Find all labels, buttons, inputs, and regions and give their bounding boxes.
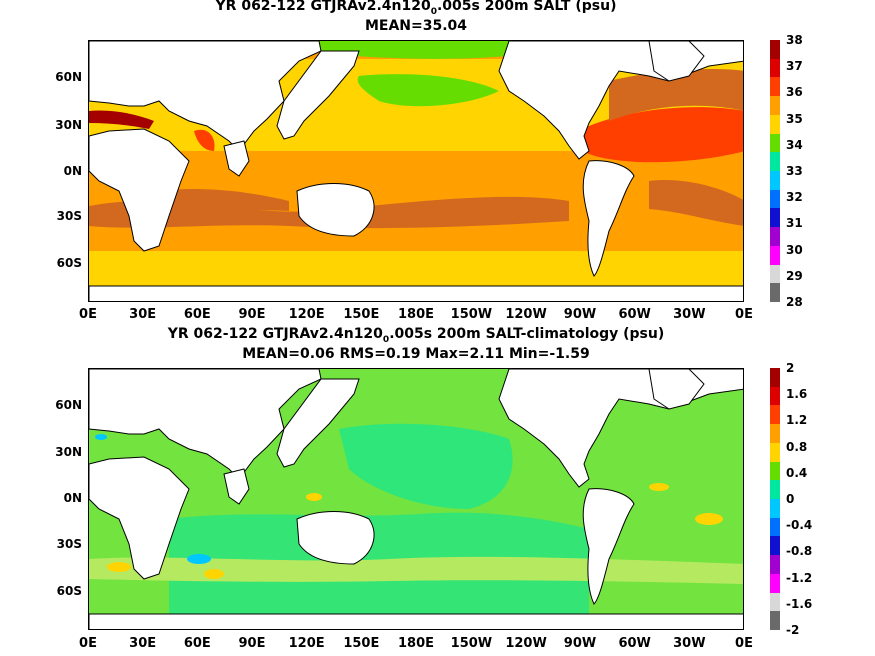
colorbar-segment	[770, 40, 780, 60]
colorbar-segment	[770, 386, 780, 406]
panel2-xtick: 0E	[79, 636, 97, 651]
panel2-xtick: 60E	[183, 636, 211, 651]
colorbar-segment	[770, 405, 780, 425]
colorbar-label: 37	[786, 59, 803, 74]
panel2-ytick-30n: 30N	[55, 445, 82, 459]
colorbar-label: -1.2	[786, 570, 813, 585]
panel2-colorbar	[770, 368, 780, 631]
colorbar-label: 32	[786, 190, 803, 205]
colorbar-segment	[770, 58, 780, 78]
colorbar-segment	[770, 611, 780, 631]
panel2-ytick-30s: 30S	[56, 537, 82, 551]
colorbar-segment	[770, 227, 780, 247]
colorbar-label: 0.4	[786, 465, 808, 480]
colorbar-segment	[770, 77, 780, 97]
colorbar-segment	[770, 368, 780, 388]
panel2-xtick: 120E	[288, 636, 325, 651]
panel2-xtick: 150W	[450, 636, 493, 651]
panel1-xtick: 120E	[288, 307, 325, 322]
panel2-title: YR 062-122 GTJRAv2.4n1200.005s 200m SALT…	[167, 326, 665, 345]
colorbar-label: 34	[786, 137, 803, 152]
panel1-xtick: 30E	[129, 307, 157, 322]
panel1-xtick: 60E	[183, 307, 211, 322]
panel1-xtick: 180E	[397, 307, 435, 322]
panel2-xtick: 30W	[673, 636, 706, 651]
panel1-colorbar	[770, 40, 780, 303]
colorbar-segment	[770, 96, 780, 116]
panel2-ytick-0n: 0N	[63, 491, 82, 505]
colorbar-segment	[770, 499, 780, 519]
panel1-ytick-30n: 30N	[55, 118, 82, 132]
panel1-salinity-map	[88, 40, 744, 302]
panel2-xtick: 90W	[563, 636, 597, 651]
panel1-ytick-0n: 0N	[63, 164, 82, 178]
panel2-xtick: 0E	[735, 636, 753, 651]
colorbar-label: 30	[786, 242, 803, 257]
panel1-xtick: 90E	[238, 307, 266, 322]
panel1-xtick: 30W	[673, 307, 706, 322]
colorbar-segment	[770, 264, 780, 284]
colorbar-label: 36	[786, 85, 803, 100]
panel2-ytick-60s: 60S	[56, 584, 82, 598]
colorbar-label: 1.6	[786, 387, 808, 402]
colorbar-segment	[770, 245, 780, 266]
colorbar-segment	[770, 573, 780, 594]
panel1-xtick: 0E	[79, 307, 97, 322]
colorbar-segment	[770, 480, 780, 500]
colorbar-segment	[770, 114, 780, 135]
panel1-xtick: 60W	[618, 307, 651, 322]
colorbar-segment	[770, 283, 780, 303]
panel2-ytick-60n: 60N	[55, 398, 82, 412]
colorbar-segment	[770, 442, 780, 463]
panel1-xtick: 150E	[343, 307, 380, 322]
panel1-ytick-60n: 60N	[55, 70, 82, 84]
panel1-xtick: 120W	[505, 307, 547, 322]
colorbar-segment	[770, 171, 780, 191]
colorbar-label: -2	[786, 623, 800, 637]
panel2-xtick: 30E	[129, 636, 157, 651]
colorbar-segment	[770, 133, 780, 153]
panel1-xtick: 150W	[450, 307, 493, 322]
panel2-salinity-anomaly-map	[88, 368, 744, 630]
panel1-title: YR 062-122 GTJRAv2.4n1200.005s 200m SALT…	[215, 0, 617, 17]
colorbar-segment	[770, 517, 780, 537]
colorbar-segment	[770, 536, 780, 556]
colorbar-label: 29	[786, 268, 803, 283]
colorbar-label: 2	[786, 361, 795, 375]
panel1-ytick-30s: 30S	[56, 209, 82, 223]
panel2-xtick: 180E	[397, 636, 435, 651]
panel1-stats: MEAN=35.04	[364, 18, 468, 34]
colorbar-label: 0	[786, 492, 795, 506]
panel2-xtick: 90E	[238, 636, 266, 651]
panel1-xtick: 90W	[563, 307, 597, 322]
colorbar-label: -1.6	[786, 596, 813, 611]
colorbar-label: 0.8	[786, 439, 808, 454]
colorbar-segment	[770, 555, 780, 575]
colorbar-segment	[770, 152, 780, 172]
colorbar-segment	[770, 208, 780, 228]
colorbar-segment	[770, 189, 780, 209]
panel2-xtick: 60W	[618, 636, 651, 651]
colorbar-label: -0.4	[786, 518, 813, 533]
colorbar-label: 28	[786, 295, 803, 309]
colorbar-label: 31	[786, 216, 803, 231]
panel2-xtick: 150E	[343, 636, 380, 651]
colorbar-segment	[770, 592, 780, 612]
panel2-stats: MEAN=0.06 RMS=0.19 Max=2.11 Min=-1.59	[242, 346, 590, 362]
colorbar-label: 38	[786, 33, 803, 47]
colorbar-segment	[770, 461, 780, 481]
colorbar-label: 33	[786, 164, 803, 178]
colorbar-label: -0.8	[786, 544, 813, 559]
panel2-xtick: 120W	[505, 636, 547, 651]
colorbar-label: 1.2	[786, 413, 808, 428]
panel1-ytick-60s: 60S	[56, 256, 82, 270]
colorbar-label: 35	[786, 111, 803, 126]
colorbar-segment	[770, 424, 780, 444]
panel1-xtick: 0E	[735, 307, 753, 322]
